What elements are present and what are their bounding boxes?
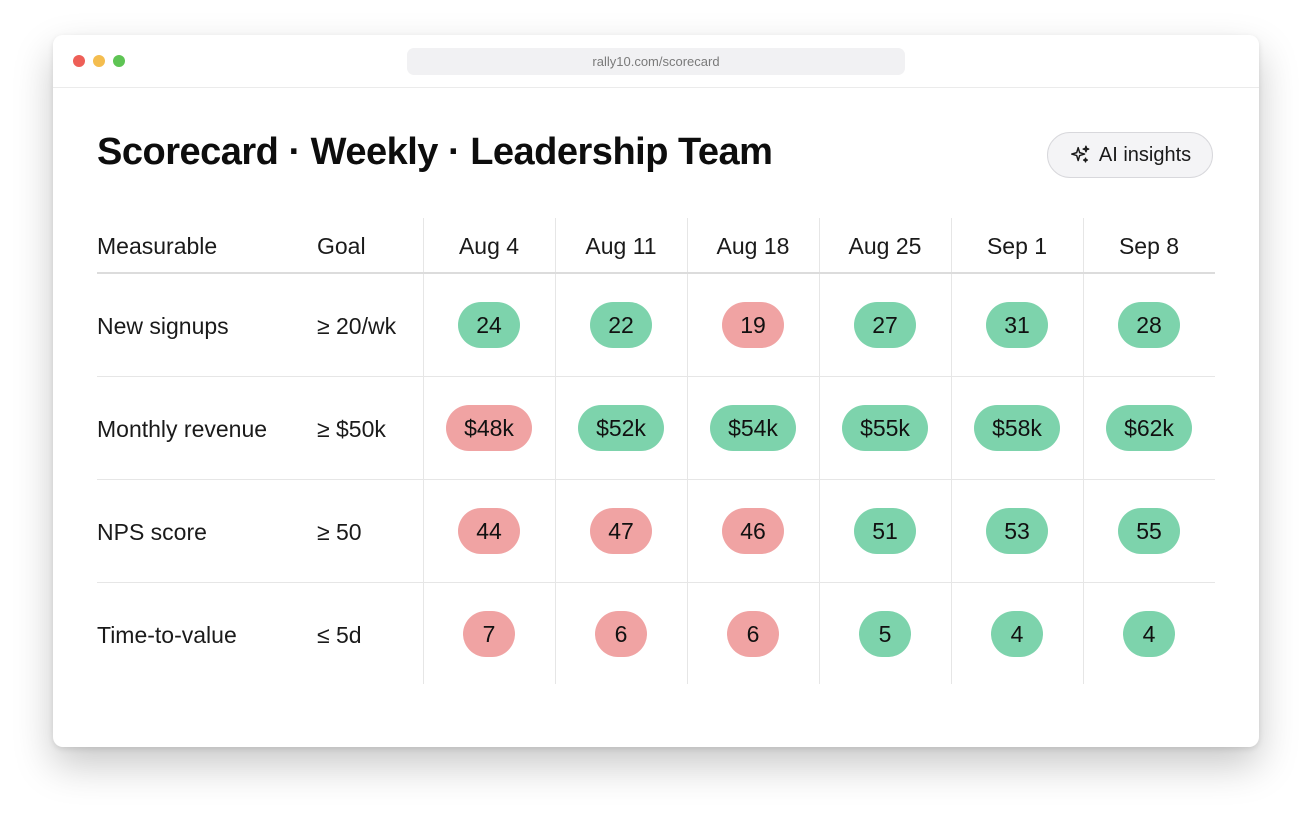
value-pill[interactable]: 22 [590,302,652,348]
measurable-name: NPS score [97,519,207,545]
value-pill[interactable]: 7 [463,611,515,657]
goal-value: ≥ $50k [317,416,386,442]
header-goal: Goal [317,233,366,259]
value-pill[interactable]: 55 [1118,508,1180,554]
value-pill[interactable]: 5 [859,611,911,657]
table-row[interactable]: NPS score ≥ 50 44 47 46 51 53 55 [97,480,1215,583]
address-bar[interactable]: rally10.com/scorecard [407,48,905,75]
table-row[interactable]: Monthly revenue ≥ $50k $48k $52k $54k $5… [97,377,1215,480]
header-week: Sep 1 [986,233,1048,259]
measurable-name: New signups [97,313,229,339]
header-week: Sep 8 [1118,233,1180,259]
browser-titlebar: rally10.com/scorecard [53,35,1259,88]
value-pill[interactable]: $54k [710,405,796,451]
value-pill[interactable]: $52k [578,405,664,451]
column-divider [1083,218,1084,684]
value-pill[interactable]: 4 [1123,611,1175,657]
header-measurable: Measurable [97,233,218,259]
value-pill[interactable]: 31 [986,302,1048,348]
header-week: Aug 18 [716,233,790,259]
goal-value: ≥ 50 [317,519,362,545]
sparkle-icon [1069,144,1091,166]
value-pill[interactable]: 6 [727,611,779,657]
value-pill[interactable]: $55k [842,405,928,451]
scorecard-table: Measurable Goal Aug 4 Aug 11 Aug 18 Aug … [97,218,1215,684]
column-divider [423,218,424,684]
ai-insights-label: AI insights [1098,143,1192,166]
column-divider [687,218,688,684]
column-divider [555,218,556,684]
header-week: Aug 11 [585,233,657,259]
goal-value: ≥ 20/wk [317,313,397,339]
table-row[interactable]: New signups ≥ 20/wk 24 22 19 27 31 28 [97,274,1215,377]
minimize-window-button[interactable] [93,55,105,67]
measurable-name: Monthly revenue [97,416,268,442]
header-week: Aug 25 [848,233,922,259]
close-window-button[interactable] [73,55,85,67]
column-divider [951,218,952,684]
value-pill[interactable]: 24 [458,302,520,348]
value-pill[interactable]: 6 [595,611,647,657]
value-pill[interactable]: 46 [722,508,784,554]
ai-insights-button[interactable]: AI insights [1047,132,1213,178]
page-title: Scorecard · Weekly · Leadership Team [97,131,773,173]
value-pill[interactable]: 47 [590,508,652,554]
header-week: Aug 4 [458,233,520,259]
table-header-row: Measurable Goal Aug 4 Aug 11 Aug 18 Aug … [97,218,1215,274]
value-pill[interactable]: $48k [446,405,532,451]
column-divider [819,218,820,684]
table-row[interactable]: Time-to-value ≤ 5d 7 6 6 5 4 4 [97,583,1215,685]
goal-value: ≤ 5d [317,622,362,648]
browser-window: rally10.com/scorecard Scorecard · Weekly… [53,35,1259,747]
value-pill[interactable]: 44 [458,508,520,554]
value-pill[interactable]: $62k [1106,405,1192,451]
maximize-window-button[interactable] [113,55,125,67]
value-pill[interactable]: $58k [974,405,1060,451]
value-pill[interactable]: 28 [1118,302,1180,348]
value-pill[interactable]: 19 [722,302,784,348]
value-pill[interactable]: 4 [991,611,1043,657]
measurable-name: Time-to-value [97,622,237,648]
value-pill[interactable]: 51 [854,508,916,554]
value-pill[interactable]: 53 [986,508,1048,554]
value-pill[interactable]: 27 [854,302,916,348]
